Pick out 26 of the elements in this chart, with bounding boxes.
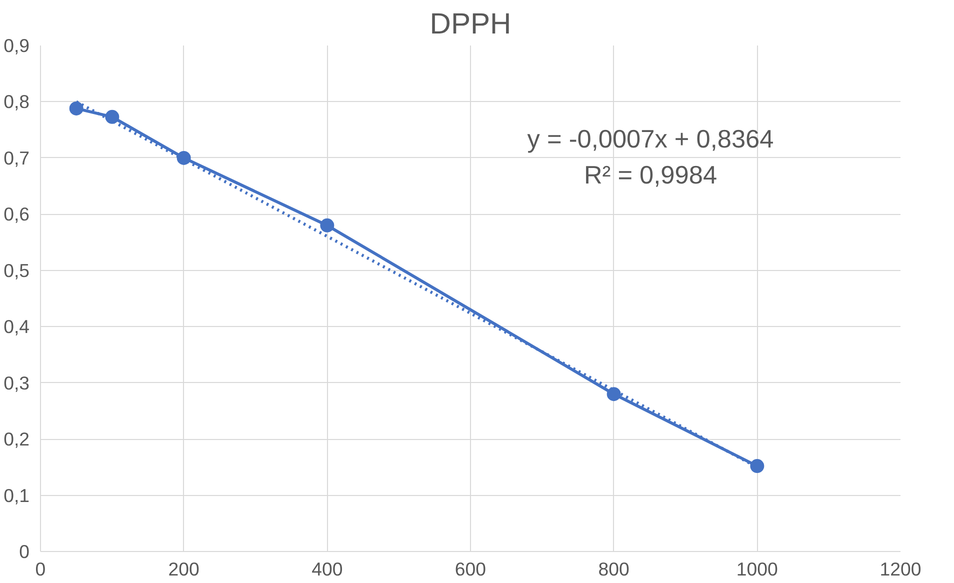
annotation: y = -0,0007x + 0,8364 [527, 126, 774, 154]
x-tick-label: 600 [454, 558, 486, 580]
y-tick-label: 0,6 [4, 204, 30, 225]
point [176, 150, 191, 165]
x-tick-label: 1200 [880, 558, 922, 580]
y-tick-label: 0,9 [4, 35, 30, 56]
y-tick-label: 0,1 [4, 484, 30, 506]
chart-title: DPPH [430, 8, 512, 40]
x-tick-label: 400 [312, 558, 343, 580]
y-tick-label: 0,3 [4, 372, 30, 394]
point [606, 387, 621, 402]
y-tick-label: 0,5 [4, 260, 30, 281]
y-tick-label: 0,2 [4, 428, 30, 450]
y-tick-label: 0,4 [4, 316, 30, 338]
y-tick-label: 0 [19, 541, 30, 562]
x-tick-label: 1000 [736, 558, 778, 580]
annotation: R² = 0,9984 [584, 162, 718, 190]
point [105, 110, 120, 124]
point [320, 218, 334, 232]
point [69, 101, 84, 116]
y-tick-label: 0,7 [4, 147, 30, 168]
x-tick-label: 200 [168, 558, 200, 580]
x-tick-label: 0 [35, 558, 46, 580]
point [750, 459, 764, 474]
y-tick-label: 0,8 [4, 91, 30, 112]
x-tick-label: 800 [598, 558, 630, 580]
